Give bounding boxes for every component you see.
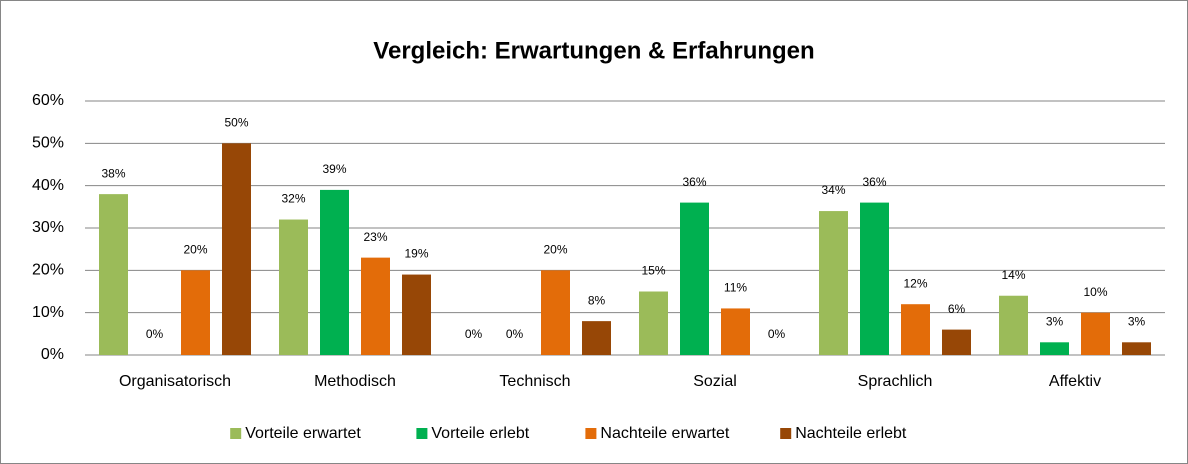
data-label: 0% [146,327,164,341]
x-tick-label: Sozial [693,373,737,390]
bar [680,202,709,355]
y-tick-label: 30% [32,219,64,236]
data-label: 34% [821,183,845,197]
data-label: 0% [506,327,524,341]
data-label: 0% [465,327,483,341]
x-tick-label: Technisch [499,373,570,390]
x-tick-label: Organisatorisch [119,373,231,390]
bar [999,295,1028,355]
bar [860,202,889,355]
bar [1122,342,1151,355]
data-label: 32% [281,192,305,206]
y-tick-label: 10% [32,304,64,321]
data-label: 36% [682,175,706,189]
data-label: 3% [1128,314,1146,328]
bar [819,211,848,355]
chart-title: Vergleich: Erwartungen & Erfahrungen [373,37,814,64]
x-tick-label: Affektiv [1049,373,1101,390]
data-label: 0% [768,327,786,341]
bar [1040,342,1069,355]
data-label: 36% [862,175,886,189]
data-label: 39% [322,162,346,176]
data-label: 38% [101,166,125,180]
data-label: 20% [543,243,567,257]
data-label: 14% [1001,268,1025,282]
data-label: 15% [641,264,665,278]
data-label: 20% [183,243,207,257]
legend-label: Vorteile erwartet [245,425,361,442]
bar [582,321,611,355]
legend-label: Vorteile erlebt [431,425,529,442]
y-tick-label: 50% [32,135,64,152]
data-label: 12% [903,276,927,290]
bar [222,143,251,355]
x-tick-label: Methodisch [314,373,396,390]
y-tick-label: 40% [32,177,64,194]
bar [99,194,128,355]
legend-label: Nachteile erwartet [600,425,730,442]
data-label: 23% [363,230,387,244]
data-label: 6% [948,302,966,316]
y-tick-label: 20% [32,262,64,279]
legend-swatch [780,428,792,439]
data-label: 11% [724,281,747,295]
legend-swatch [416,428,428,439]
legend-swatch [230,428,242,439]
data-label: 10% [1083,285,1107,299]
data-label: 50% [224,116,248,130]
legend-swatch [585,428,597,439]
bar [402,274,431,355]
bar [942,329,971,355]
bar [320,189,349,355]
y-tick-label: 0% [41,346,64,363]
bar [721,308,750,355]
data-label: 8% [588,293,606,307]
bar [639,291,668,355]
data-label: 19% [404,247,428,261]
bar [181,270,210,355]
bar [361,257,390,355]
data-label: 3% [1046,314,1064,328]
x-tick-label: Sprachlich [858,373,933,390]
bar [541,270,570,355]
bar [901,304,930,355]
bar [279,219,308,355]
y-tick-label: 60% [32,92,64,109]
bar [1081,312,1110,355]
legend-label: Nachteile erlebt [795,425,907,442]
